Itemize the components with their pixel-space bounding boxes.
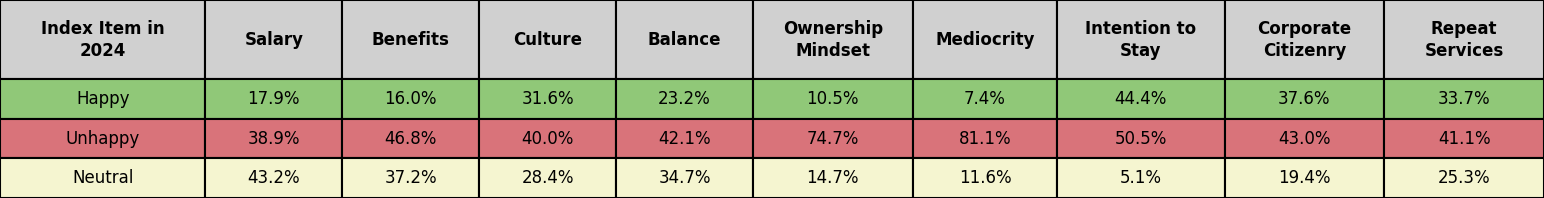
Text: 37.2%: 37.2% — [384, 169, 437, 187]
Bar — [0, 79, 205, 119]
Bar — [479, 119, 616, 158]
Text: 42.1%: 42.1% — [658, 130, 710, 148]
Text: Index Item in
2024: Index Item in 2024 — [40, 19, 165, 60]
Text: 41.1%: 41.1% — [1437, 130, 1490, 148]
Bar — [1058, 0, 1224, 79]
Text: 25.3%: 25.3% — [1437, 169, 1490, 187]
Bar — [616, 79, 753, 119]
Text: Neutral: Neutral — [73, 169, 133, 187]
Bar — [913, 158, 1058, 198]
Bar — [1224, 0, 1385, 79]
Bar — [1058, 158, 1224, 198]
Text: Ownership
Mindset: Ownership Mindset — [783, 19, 883, 60]
Bar — [343, 158, 479, 198]
Text: 17.9%: 17.9% — [247, 90, 300, 108]
Text: 23.2%: 23.2% — [658, 90, 710, 108]
Bar — [1224, 158, 1385, 198]
Text: 74.7%: 74.7% — [806, 130, 858, 148]
Text: 34.7%: 34.7% — [658, 169, 710, 187]
Text: Unhappy: Unhappy — [65, 130, 141, 148]
Bar — [479, 158, 616, 198]
Text: 19.4%: 19.4% — [1278, 169, 1331, 187]
Text: Salary: Salary — [244, 31, 303, 49]
Bar — [0, 119, 205, 158]
Text: 43.0%: 43.0% — [1278, 130, 1331, 148]
Text: Balance: Balance — [648, 31, 721, 49]
Text: 40.0%: 40.0% — [522, 130, 574, 148]
Bar — [913, 119, 1058, 158]
Bar — [753, 119, 913, 158]
Bar — [1224, 79, 1385, 119]
Bar — [616, 119, 753, 158]
Text: 7.4%: 7.4% — [963, 90, 1005, 108]
Bar — [1224, 119, 1385, 158]
Bar — [205, 79, 343, 119]
Bar — [1058, 119, 1224, 158]
Text: 5.1%: 5.1% — [1119, 169, 1163, 187]
Bar — [1385, 119, 1544, 158]
Text: 43.2%: 43.2% — [247, 169, 300, 187]
Bar — [616, 0, 753, 79]
Bar — [1058, 79, 1224, 119]
Bar — [479, 0, 616, 79]
Bar — [753, 79, 913, 119]
Bar — [343, 119, 479, 158]
Text: Mediocrity: Mediocrity — [936, 31, 1034, 49]
Bar — [479, 79, 616, 119]
Bar — [1385, 0, 1544, 79]
Text: Culture: Culture — [513, 31, 582, 49]
Bar — [343, 79, 479, 119]
Bar — [0, 0, 205, 79]
Bar — [616, 158, 753, 198]
Text: 37.6%: 37.6% — [1278, 90, 1331, 108]
Text: 50.5%: 50.5% — [1115, 130, 1167, 148]
Text: 16.0%: 16.0% — [384, 90, 437, 108]
Bar — [1385, 79, 1544, 119]
Text: Benefits: Benefits — [372, 31, 449, 49]
Text: 38.9%: 38.9% — [247, 130, 300, 148]
Bar — [343, 0, 479, 79]
Bar — [753, 158, 913, 198]
Text: 10.5%: 10.5% — [806, 90, 858, 108]
Bar — [205, 158, 343, 198]
Text: Corporate
Citizenry: Corporate Citizenry — [1257, 19, 1351, 60]
Bar — [913, 79, 1058, 119]
Bar — [205, 0, 343, 79]
Text: 33.7%: 33.7% — [1437, 90, 1490, 108]
Text: 44.4%: 44.4% — [1115, 90, 1167, 108]
Bar — [1385, 158, 1544, 198]
Text: 31.6%: 31.6% — [522, 90, 574, 108]
Text: 28.4%: 28.4% — [522, 169, 574, 187]
Text: 14.7%: 14.7% — [806, 169, 858, 187]
Text: Repeat
Services: Repeat Services — [1425, 19, 1504, 60]
Text: Intention to
Stay: Intention to Stay — [1085, 19, 1197, 60]
Bar — [913, 0, 1058, 79]
Text: Happy: Happy — [76, 90, 130, 108]
Text: 11.6%: 11.6% — [959, 169, 1011, 187]
Bar — [753, 0, 913, 79]
Bar — [0, 158, 205, 198]
Text: 46.8%: 46.8% — [384, 130, 437, 148]
Bar — [205, 119, 343, 158]
Text: 81.1%: 81.1% — [959, 130, 1011, 148]
